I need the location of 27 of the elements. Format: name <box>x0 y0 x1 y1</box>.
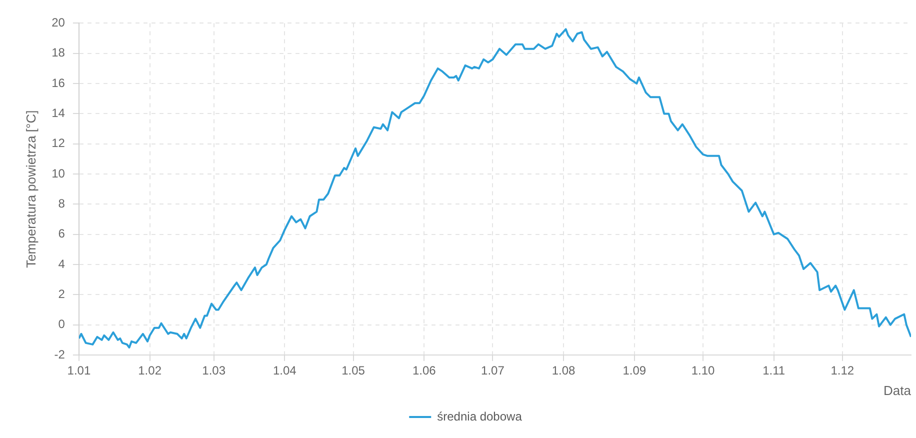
y-tick-label: 20 <box>52 16 66 30</box>
y-tick-label: 0 <box>58 317 66 332</box>
y-tick-label: 10 <box>52 166 66 180</box>
x-tick-label: 1.11 <box>762 364 786 378</box>
x-axis-title: Data <box>884 382 912 398</box>
x-tick-label: 1.06 <box>412 364 436 378</box>
x-tick-label: 1.05 <box>342 364 366 378</box>
x-tick-label: 1.08 <box>552 364 576 378</box>
x-tick-label: 1.10 <box>691 364 715 378</box>
x-tick-label: 1.01 <box>67 364 91 378</box>
y-tick-label: 12 <box>52 136 66 150</box>
y-tick-label: 2 <box>58 286 66 301</box>
x-tick-label: 1.02 <box>138 364 162 378</box>
x-tick-label: 1.07 <box>481 364 505 378</box>
y-tick-label: -2 <box>54 347 66 362</box>
y-tick-label: 4 <box>58 256 66 271</box>
legend-label: średnia dobowa <box>437 409 522 424</box>
y-tick-label: 18 <box>52 46 66 60</box>
x-tick-label: 1.03 <box>202 364 226 378</box>
x-tick-label: 1.12 <box>830 364 854 378</box>
y-tick-label: 16 <box>52 76 66 90</box>
y-axis-title: Temperatura powietrza [°C] <box>23 110 38 268</box>
y-tick-label: 8 <box>58 196 66 210</box>
y-tick-label: 6 <box>58 226 66 241</box>
x-tick-label: 1.09 <box>622 364 646 378</box>
y-tick-label: 14 <box>52 106 66 120</box>
x-tick-label: 1.04 <box>272 364 297 378</box>
